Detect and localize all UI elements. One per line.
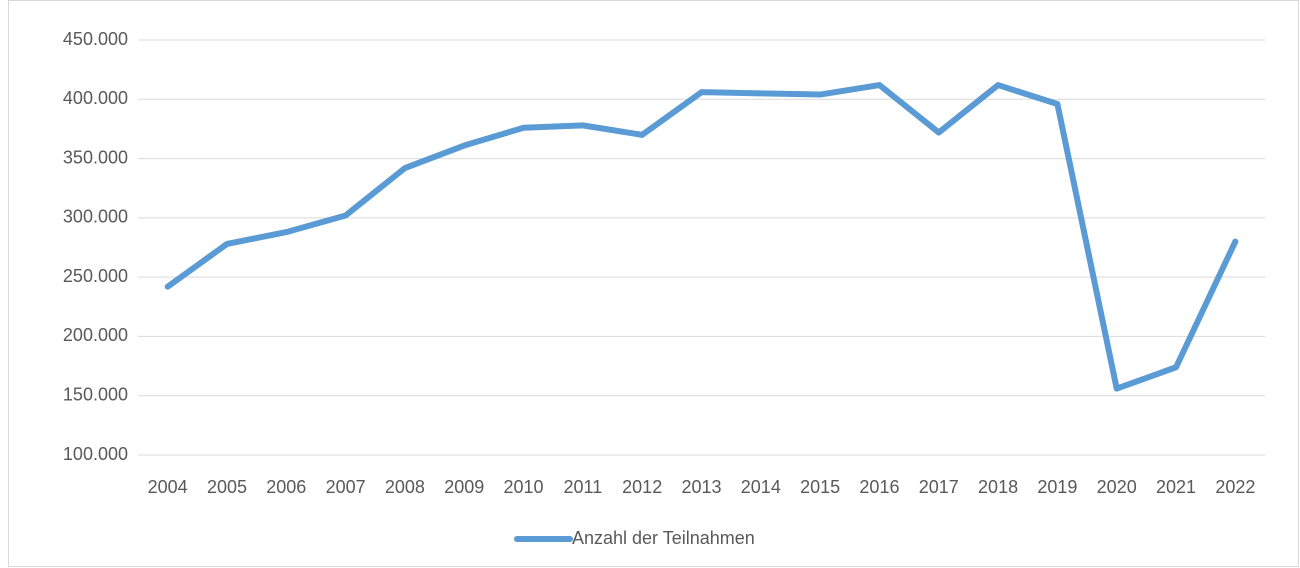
x-tick-label: 2012 [622,477,662,497]
y-tick-label: 400.000 [63,88,128,108]
x-tick-label: 2021 [1156,477,1196,497]
y-tick-label: 200.000 [63,325,128,345]
x-tick-label: 2004 [148,477,188,497]
x-tick-label: 2022 [1215,477,1255,497]
x-tick-label: 2010 [504,477,544,497]
x-tick-label: 2008 [385,477,425,497]
y-tick-label: 350.000 [63,147,128,167]
x-tick-label: 2006 [266,477,306,497]
y-tick-label: 150.000 [63,384,128,404]
chart-frame [8,0,1299,567]
x-tick-label: 2015 [800,477,840,497]
x-tick-label: 2020 [1097,477,1137,497]
y-tick-label: 250.000 [63,266,128,286]
x-tick-label: 2018 [978,477,1018,497]
x-tick-label: 2017 [919,477,959,497]
y-tick-label: 100.000 [63,444,128,464]
legend-label: Anzahl der Teilnahmen [572,528,755,548]
y-tick-label: 450.000 [63,29,128,49]
x-tick-label: 2019 [1037,477,1077,497]
x-tick-label: 2011 [564,477,603,497]
data-line [164,82,1239,392]
x-tick-label: 2016 [859,477,899,497]
x-tick-label: 2013 [681,477,721,497]
y-tick-label: 300.000 [63,207,128,227]
x-tick-label: 2014 [741,477,781,497]
x-tick-label: 2005 [207,477,247,497]
x-tick-label: 2009 [444,477,484,497]
x-tick-label: 2007 [326,477,366,497]
